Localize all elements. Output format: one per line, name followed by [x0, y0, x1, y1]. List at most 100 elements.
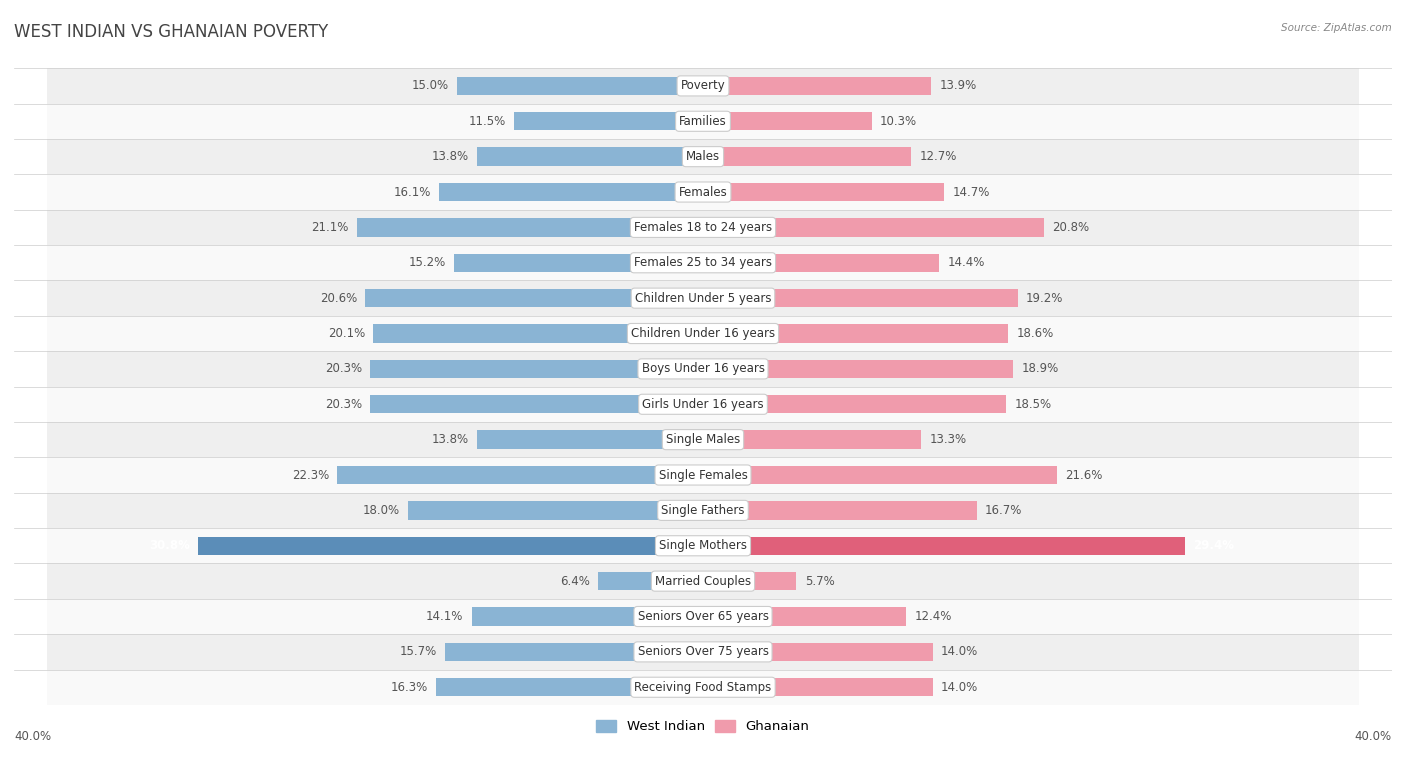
Text: 14.0%: 14.0% [941, 681, 979, 694]
Bar [598, 572, 703, 590]
Bar [703, 537, 1185, 555]
Bar [477, 148, 703, 166]
Text: 12.4%: 12.4% [914, 610, 952, 623]
Text: 15.2%: 15.2% [408, 256, 446, 269]
Text: Poverty: Poverty [681, 80, 725, 92]
Text: 21.1%: 21.1% [311, 221, 349, 234]
Text: 15.7%: 15.7% [401, 645, 437, 659]
Bar [46, 669, 1360, 705]
Bar [703, 112, 872, 130]
Bar [46, 104, 1360, 139]
Text: 22.3%: 22.3% [292, 468, 329, 481]
Bar [46, 351, 1360, 387]
Bar [337, 466, 703, 484]
Legend: West Indian, Ghanaian: West Indian, Ghanaian [596, 720, 810, 733]
Bar [703, 183, 945, 201]
Bar [46, 457, 1360, 493]
Text: Single Males: Single Males [666, 433, 740, 446]
Bar [446, 643, 703, 661]
Bar [472, 607, 703, 625]
Text: 30.8%: 30.8% [149, 539, 190, 553]
Text: 16.1%: 16.1% [394, 186, 430, 199]
Text: 20.3%: 20.3% [325, 362, 361, 375]
Bar [477, 431, 703, 449]
Text: Single Females: Single Females [658, 468, 748, 481]
Text: 13.8%: 13.8% [432, 150, 468, 163]
Text: Single Fathers: Single Fathers [661, 504, 745, 517]
Text: 19.2%: 19.2% [1026, 292, 1063, 305]
Text: 18.6%: 18.6% [1017, 327, 1053, 340]
Text: 20.8%: 20.8% [1052, 221, 1090, 234]
Bar [457, 77, 703, 95]
Bar [46, 599, 1360, 634]
Text: 14.4%: 14.4% [948, 256, 984, 269]
Bar [703, 607, 907, 625]
Text: Females 18 to 24 years: Females 18 to 24 years [634, 221, 772, 234]
Bar [198, 537, 703, 555]
Text: Single Mothers: Single Mothers [659, 539, 747, 553]
Bar [703, 218, 1045, 236]
Text: 29.4%: 29.4% [1194, 539, 1234, 553]
Bar [46, 528, 1360, 563]
Bar [46, 493, 1360, 528]
Text: WEST INDIAN VS GHANAIAN POVERTY: WEST INDIAN VS GHANAIAN POVERTY [14, 23, 329, 41]
Text: Children Under 5 years: Children Under 5 years [634, 292, 772, 305]
Bar [454, 254, 703, 272]
Text: 40.0%: 40.0% [14, 730, 51, 743]
Text: 14.7%: 14.7% [952, 186, 990, 199]
Text: 20.6%: 20.6% [319, 292, 357, 305]
Bar [46, 245, 1360, 280]
Text: 10.3%: 10.3% [880, 114, 917, 128]
Bar [703, 431, 921, 449]
Bar [370, 395, 703, 413]
Text: Families: Families [679, 114, 727, 128]
Text: Married Couples: Married Couples [655, 575, 751, 587]
Text: 16.3%: 16.3% [391, 681, 427, 694]
Text: 6.4%: 6.4% [560, 575, 591, 587]
Bar [46, 174, 1360, 210]
Text: 14.1%: 14.1% [426, 610, 464, 623]
Text: 20.1%: 20.1% [328, 327, 366, 340]
Text: 21.6%: 21.6% [1066, 468, 1102, 481]
Text: Females: Females [679, 186, 727, 199]
Text: 16.7%: 16.7% [986, 504, 1022, 517]
Bar [46, 280, 1360, 316]
Text: Children Under 16 years: Children Under 16 years [631, 327, 775, 340]
Bar [357, 218, 703, 236]
Bar [436, 678, 703, 697]
Bar [703, 395, 1007, 413]
Text: Receiving Food Stamps: Receiving Food Stamps [634, 681, 772, 694]
Text: 11.5%: 11.5% [470, 114, 506, 128]
Bar [408, 501, 703, 519]
Text: Seniors Over 65 years: Seniors Over 65 years [637, 610, 769, 623]
Bar [703, 254, 939, 272]
Text: Girls Under 16 years: Girls Under 16 years [643, 398, 763, 411]
Text: 14.0%: 14.0% [941, 645, 979, 659]
Text: Boys Under 16 years: Boys Under 16 years [641, 362, 765, 375]
Text: 40.0%: 40.0% [1355, 730, 1392, 743]
Bar [703, 466, 1057, 484]
Bar [703, 77, 931, 95]
Bar [703, 148, 911, 166]
Text: Source: ZipAtlas.com: Source: ZipAtlas.com [1281, 23, 1392, 33]
Bar [46, 634, 1360, 669]
Bar [366, 289, 703, 307]
Bar [46, 139, 1360, 174]
Bar [46, 422, 1360, 457]
Text: 13.8%: 13.8% [432, 433, 468, 446]
Bar [703, 501, 977, 519]
Bar [703, 572, 796, 590]
Bar [703, 289, 1018, 307]
Bar [515, 112, 703, 130]
Bar [46, 68, 1360, 104]
Text: 18.5%: 18.5% [1015, 398, 1052, 411]
Bar [46, 316, 1360, 351]
Bar [703, 678, 932, 697]
Text: 12.7%: 12.7% [920, 150, 957, 163]
Text: 18.0%: 18.0% [363, 504, 399, 517]
Text: 13.3%: 13.3% [929, 433, 966, 446]
Text: 5.7%: 5.7% [804, 575, 834, 587]
Bar [370, 360, 703, 378]
Bar [439, 183, 703, 201]
Bar [703, 360, 1012, 378]
